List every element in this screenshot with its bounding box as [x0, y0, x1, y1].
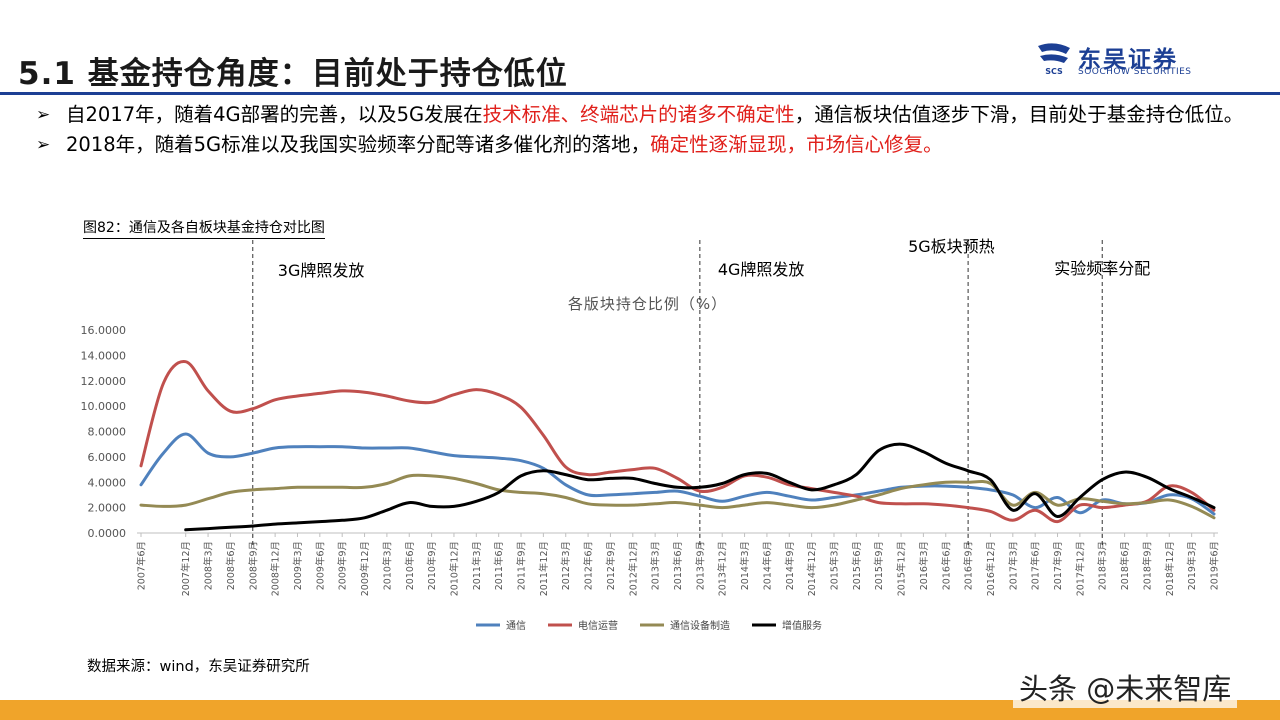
x-tick-label: 2012年9月 — [605, 541, 617, 590]
x-tick-label: 2013年3月 — [650, 541, 662, 590]
company-logo: SCS 东吴证券 SOOCHOW SECURITIES — [1034, 42, 1224, 82]
x-tick-label: 2013年9月 — [694, 541, 706, 590]
legend-label: 电信运营 — [578, 619, 618, 632]
x-tick-label: 2015年12月 — [896, 541, 908, 596]
series-group — [139, 432, 1216, 516]
x-tick-label: 2015年3月 — [828, 541, 840, 590]
bullet-item: ➢ 2018年，随着5G标准以及我国实验频率分配等诸多催化剂的落地，确定性逐渐显现… — [36, 130, 1271, 160]
x-tick-label: 2016年3月 — [918, 541, 930, 590]
x-tick-label: 2007年6月 — [136, 541, 148, 590]
x-tick-label: 2014年3月 — [739, 541, 751, 590]
bullet-text: ，通信板块估值逐步下滑，目前处于基金持仓低位。 — [794, 103, 1244, 126]
x-tick-label: 2017年9月 — [1052, 541, 1064, 590]
series-line — [139, 360, 1216, 524]
chart-title: 各版块持仓比例（%） — [568, 295, 727, 313]
legend-label: 增值服务 — [782, 619, 822, 632]
x-tick-label: 2013年12月 — [717, 541, 729, 596]
x-tick-label: 2009年9月 — [337, 541, 349, 590]
watermark: 头条 @未来智库 — [1013, 666, 1238, 708]
bullet-arrow-icon: ➢ — [36, 135, 51, 155]
legend-label: 通信设备制造 — [670, 619, 730, 632]
x-tick-label: 2014年12月 — [806, 541, 818, 596]
x-tick-label: 2010年12月 — [448, 541, 460, 596]
y-tick-label: 10.0000 — [81, 400, 127, 413]
x-tick-label: 2016年6月 — [940, 541, 952, 590]
x-tick-label: 2018年9月 — [1141, 541, 1153, 590]
x-tick-label: 2009年6月 — [314, 541, 326, 590]
x-tick-label: 2013年6月 — [672, 541, 684, 590]
x-tick-label: 2012年3月 — [560, 541, 572, 590]
x-tick-label: 2011年6月 — [493, 541, 505, 590]
bullet-emphasis-text: 技术标准、终端芯片的诸多不确定性 — [482, 103, 795, 126]
title-divider — [0, 92, 1280, 95]
x-tick-label: 2017年3月 — [1007, 541, 1019, 590]
x-tick-label: 2011年9月 — [516, 541, 528, 590]
x-tick-label: 2017年12月 — [1074, 541, 1086, 596]
x-tick-label: 2008年12月 — [270, 541, 282, 596]
x-tick-label: 2010年6月 — [404, 541, 416, 590]
event-marker-label: 5G板块预热 — [908, 237, 995, 256]
x-tick-label: 2019年3月 — [1186, 541, 1198, 590]
x-tick-label: 2010年3月 — [381, 541, 393, 590]
x-tick-label: 2016年9月 — [963, 541, 975, 590]
x-tick-label: 2014年6月 — [761, 541, 773, 590]
bullet-emphasis-text: 确定性逐渐显现，市场信心修复。 — [650, 133, 943, 156]
series-group — [139, 360, 1216, 524]
x-tick-label: 2018年6月 — [1119, 541, 1131, 590]
y-tick-label: 0.0000 — [88, 527, 127, 540]
x-tick-label: 2012年6月 — [583, 541, 595, 590]
logo-mark-text: SCS — [1045, 67, 1063, 76]
series-line — [139, 473, 1216, 520]
y-tick-label: 14.0000 — [81, 349, 127, 362]
data-source: 数据来源：wind，东吴证券研究所 — [87, 659, 310, 675]
x-tick-label: 2011年12月 — [538, 541, 550, 596]
x-tick-label: 2019年6月 — [1209, 541, 1221, 590]
footer-bar — [0, 700, 1280, 720]
x-tick-label: 2008年9月 — [247, 541, 259, 590]
logo-chinese-name: 东吴证券 — [1078, 47, 1178, 73]
x-tick-label: 2010年9月 — [426, 541, 438, 590]
y-tick-label: 2.0000 — [88, 502, 127, 515]
event-marker-label: 4G牌照发放 — [718, 260, 805, 279]
y-tick-label: 16.0000 — [81, 324, 127, 337]
x-tick-label: 2008年3月 — [203, 541, 215, 590]
x-tick-label: 2008年6月 — [225, 541, 237, 590]
x-tick-label: 2018年3月 — [1097, 541, 1109, 590]
y-tick-label: 4.0000 — [88, 476, 127, 489]
series-group — [184, 442, 1216, 532]
x-tick-label: 2015年6月 — [851, 541, 863, 590]
bullet-text: 2018年，随着5G标准以及我国实验频率分配等诸多催化剂的落地， — [66, 133, 651, 156]
x-tick-label: 2014年9月 — [784, 541, 796, 590]
bullet-arrow-icon: ➢ — [36, 105, 51, 125]
scs-logo-mark-icon: SCS — [1038, 43, 1070, 76]
x-tick-label: 2017年6月 — [1030, 541, 1042, 590]
bullet-list: ➢ 自2017年，随着4G部署的完善，以及5G发展在技术标准、终端芯片的诸多不确定… — [36, 100, 1271, 160]
x-tick-label: 2009年12月 — [359, 541, 371, 596]
bullet-text: 自2017年，随着4G部署的完善，以及5G发展在 — [66, 103, 483, 126]
series-line — [184, 442, 1216, 532]
figure-label: 图82：通信及各自板块基金持仓对比图 — [83, 217, 325, 239]
event-marker-label: 实验频率分配 — [1054, 259, 1150, 278]
bullet-item: ➢ 自2017年，随着4G部署的完善，以及5G发展在技术标准、终端芯片的诸多不确定… — [36, 100, 1271, 130]
x-tick-label: 2012年12月 — [627, 541, 639, 596]
event-marker-label: 3G牌照发放 — [278, 261, 365, 280]
x-tick-label: 2016年12月 — [985, 541, 997, 596]
y-tick-label: 8.0000 — [88, 426, 127, 439]
series-line — [139, 432, 1216, 516]
y-tick-label: 12.0000 — [81, 375, 127, 388]
logo-english-name: SOOCHOW SECURITIES — [1078, 67, 1192, 77]
x-tick-label: 2009年3月 — [292, 541, 304, 590]
slide-title: 5.1 基金持仓角度：目前处于持仓低位 — [18, 56, 568, 92]
x-tick-label: 2018年12月 — [1164, 541, 1176, 596]
legend-label: 通信 — [506, 620, 526, 632]
x-tick-label: 2011年3月 — [471, 541, 483, 590]
x-tick-label: 2015年9月 — [873, 541, 885, 590]
y-tick-label: 6.0000 — [88, 451, 127, 464]
x-tick-label: 2007年12月 — [180, 541, 192, 596]
